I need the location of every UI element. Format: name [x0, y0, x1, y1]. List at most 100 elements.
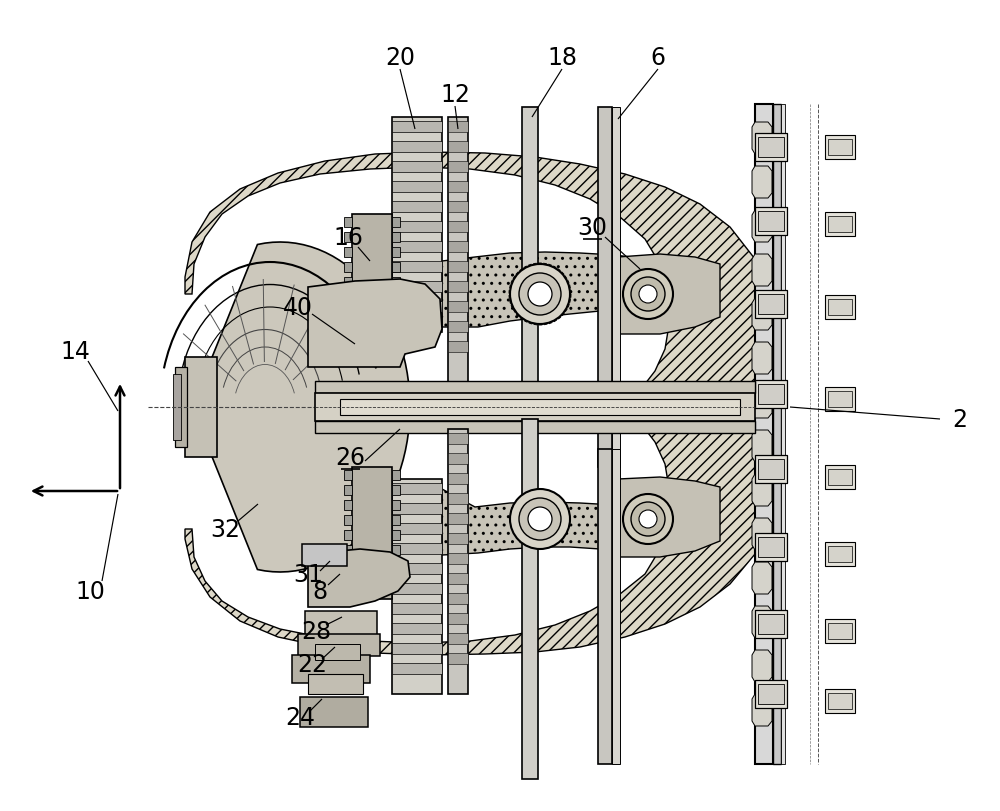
Bar [173, 375, 181, 440]
Bar [758, 384, 784, 405]
Text: 22: 22 [297, 652, 327, 676]
Bar [755, 680, 787, 708]
Bar [392, 483, 442, 495]
Bar [392, 543, 442, 554]
Bar [825, 466, 855, 489]
Circle shape [528, 283, 552, 307]
Bar [448, 242, 468, 253]
Bar [758, 460, 784, 479]
Bar [755, 380, 787, 409]
Text: 2: 2 [952, 407, 967, 431]
Bar [352, 215, 392, 346]
Bar [392, 142, 442, 152]
Polygon shape [752, 387, 772, 418]
Text: 16: 16 [333, 225, 363, 250]
Bar [344, 575, 352, 586]
Bar [392, 262, 442, 272]
Bar [825, 388, 855, 411]
Bar [392, 118, 442, 333]
Bar [758, 538, 784, 557]
Circle shape [631, 277, 665, 311]
Polygon shape [185, 422, 755, 655]
Polygon shape [752, 431, 772, 462]
Bar [825, 689, 855, 713]
Polygon shape [442, 253, 660, 328]
Bar [448, 433, 468, 444]
Bar [828, 470, 852, 486]
Bar [305, 611, 377, 637]
Bar [392, 523, 442, 534]
Bar [392, 623, 442, 634]
Bar [185, 358, 217, 457]
Polygon shape [618, 255, 720, 335]
Polygon shape [185, 152, 755, 392]
Bar [773, 105, 781, 764]
Text: 28: 28 [301, 620, 331, 643]
Circle shape [510, 489, 570, 549]
Bar [758, 614, 784, 634]
Polygon shape [192, 242, 410, 573]
Bar [448, 453, 468, 465]
Bar [392, 281, 442, 293]
Polygon shape [752, 607, 772, 638]
Circle shape [631, 502, 665, 536]
Bar [392, 247, 400, 258]
Bar [598, 108, 612, 467]
Bar [522, 108, 538, 397]
Bar [448, 302, 468, 312]
Bar [392, 643, 442, 654]
Bar [392, 545, 400, 556]
Bar [300, 697, 368, 727]
Text: 14: 14 [60, 340, 90, 363]
Bar [344, 293, 352, 303]
Text: 20: 20 [385, 46, 415, 70]
Bar [344, 560, 352, 570]
Bar [344, 500, 352, 510]
Bar [448, 594, 468, 604]
Polygon shape [752, 694, 772, 726]
Bar [392, 182, 442, 193]
Bar [781, 105, 785, 764]
Bar [392, 307, 400, 318]
Bar [825, 296, 855, 320]
Bar [448, 653, 468, 664]
Polygon shape [752, 298, 772, 331]
Circle shape [510, 264, 570, 324]
Bar [755, 534, 787, 561]
Bar [392, 122, 442, 133]
Polygon shape [308, 549, 410, 607]
Bar [448, 573, 468, 584]
Bar [340, 400, 740, 415]
Bar [392, 277, 400, 288]
Bar [448, 534, 468, 544]
Bar [828, 139, 852, 156]
Bar [755, 456, 787, 483]
Bar [392, 233, 400, 242]
Bar [392, 479, 442, 694]
Circle shape [519, 499, 561, 540]
Bar [828, 217, 852, 233]
Text: 32: 32 [210, 517, 240, 541]
Bar [392, 500, 400, 510]
Bar [392, 560, 400, 570]
Bar [825, 135, 855, 160]
Text: 24: 24 [285, 705, 315, 729]
Bar [522, 419, 538, 779]
Bar [825, 620, 855, 643]
Bar [392, 302, 442, 312]
Bar [315, 393, 755, 422]
Bar [828, 299, 852, 315]
Bar [315, 381, 755, 393]
Bar [392, 470, 400, 480]
Polygon shape [752, 474, 772, 506]
Bar [828, 392, 852, 407]
Bar [758, 684, 784, 704]
Bar [302, 544, 347, 566]
Bar [448, 118, 468, 383]
Bar [344, 217, 352, 228]
Bar [448, 493, 468, 504]
Text: 30: 30 [577, 216, 607, 240]
Polygon shape [752, 650, 772, 682]
Bar [448, 142, 468, 152]
Circle shape [623, 495, 673, 544]
